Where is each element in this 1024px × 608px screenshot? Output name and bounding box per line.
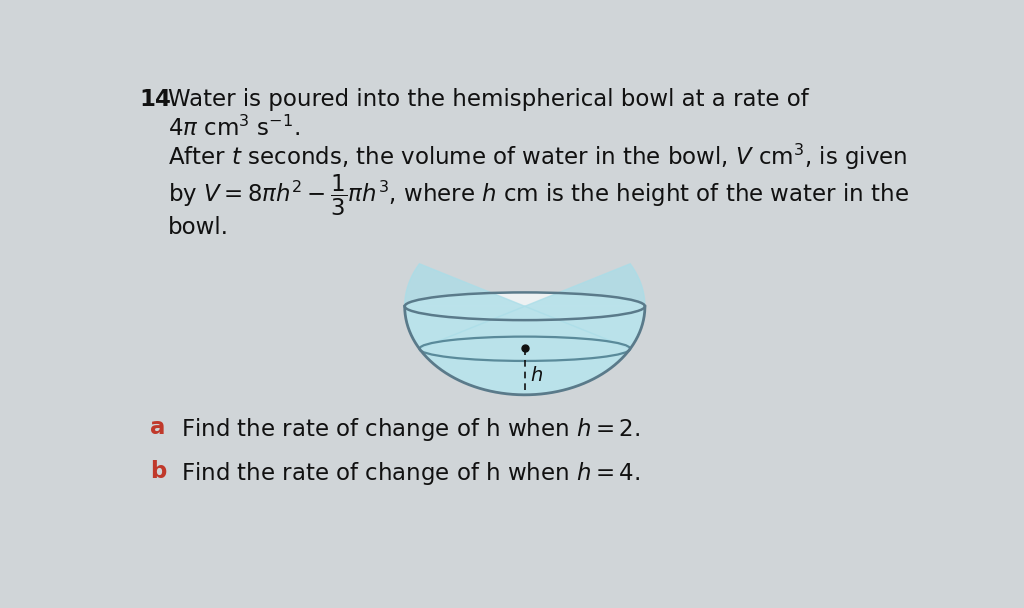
Text: 14: 14 bbox=[139, 88, 171, 111]
Text: b: b bbox=[150, 460, 166, 483]
Polygon shape bbox=[404, 292, 645, 395]
Text: Water is poured into the hemispherical bowl at a rate of: Water is poured into the hemispherical b… bbox=[168, 88, 809, 111]
Text: bowl.: bowl. bbox=[168, 216, 229, 239]
Text: $4\pi$ cm$^3$ s$^{-1}$.: $4\pi$ cm$^3$ s$^{-1}$. bbox=[168, 116, 300, 141]
Text: a: a bbox=[150, 416, 165, 440]
Text: by $V = 8\pi h^2 - \dfrac{1}{3}\pi h^3$, where $h$ cm is the height of the water: by $V = 8\pi h^2 - \dfrac{1}{3}\pi h^3$,… bbox=[168, 173, 909, 218]
Polygon shape bbox=[404, 264, 645, 395]
Text: Find the rate of change of h when $h = 2$.: Find the rate of change of h when $h = 2… bbox=[180, 416, 640, 443]
Text: After $t$ seconds, the volume of water in the bowl, $V$ cm$^3$, is given: After $t$ seconds, the volume of water i… bbox=[168, 142, 907, 173]
Text: Find the rate of change of h when $h = 4$.: Find the rate of change of h when $h = 4… bbox=[180, 460, 640, 487]
Text: $h$: $h$ bbox=[530, 366, 544, 385]
